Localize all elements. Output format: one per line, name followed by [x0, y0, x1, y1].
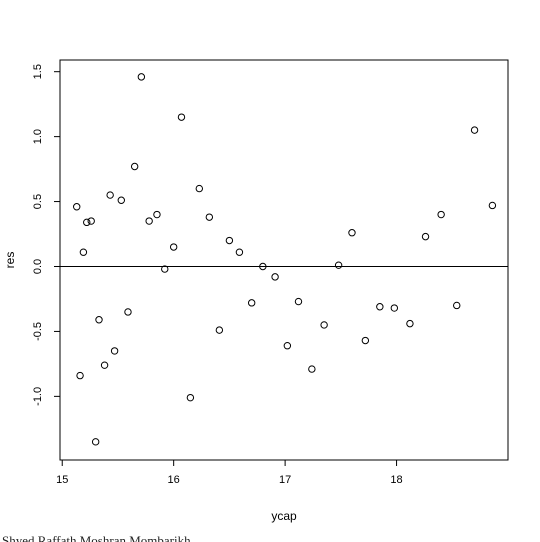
data-point: [124, 308, 132, 316]
data-point: [106, 191, 114, 199]
data-point: [186, 393, 195, 402]
y-tick-label: -0.5: [32, 322, 44, 341]
data-point: [453, 301, 461, 310]
data-point: [195, 184, 204, 193]
data-point: [308, 365, 316, 373]
data-point: [76, 371, 84, 380]
footer-caption: Shyed Raffath Moshran Mombarikh: [2, 534, 191, 542]
data-point: [117, 196, 125, 204]
y-axis-label: res: [3, 252, 17, 269]
data-point: [390, 304, 399, 312]
data-point: [110, 347, 119, 355]
data-point: [79, 248, 88, 256]
y-tick-label: 0.5: [32, 194, 44, 209]
data-point: [247, 299, 256, 307]
data-point: [100, 361, 109, 369]
data-point: [177, 113, 186, 121]
data-point: [169, 243, 178, 251]
x-tick-label: 17: [279, 474, 291, 486]
data-point: [271, 273, 279, 281]
data-point: [334, 261, 343, 269]
data-point: [137, 73, 146, 81]
data-point: [320, 321, 328, 329]
data-point: [406, 319, 414, 328]
data-point: [73, 203, 81, 211]
y-tick-label: -1.0: [32, 387, 44, 406]
y-axis: -1.0 -0.5 0.0 0.5 1.0 1.5: [32, 64, 60, 406]
data-point: [488, 201, 497, 210]
data-point: [91, 438, 100, 446]
data-point: [437, 210, 445, 219]
data-point: [205, 213, 214, 221]
x-tick-label: 15: [56, 474, 68, 486]
data-point: [215, 326, 224, 334]
data-point: [235, 248, 244, 256]
data-point: [348, 229, 356, 237]
data-point: [145, 217, 153, 225]
data-point: [376, 303, 384, 311]
data-point: [95, 316, 103, 324]
data-point: [283, 342, 292, 350]
data-point: [161, 265, 169, 273]
y-tick-label: 1.0: [32, 129, 44, 144]
x-tick-label: 16: [168, 474, 180, 486]
data-point: [153, 210, 161, 219]
data-point: [470, 126, 479, 134]
data-point: [83, 218, 91, 227]
data-point: [259, 262, 267, 271]
data-point: [361, 336, 370, 345]
y-tick-label: 0.0: [32, 259, 44, 274]
data-point: [225, 236, 234, 245]
data-point: [294, 297, 303, 306]
x-tick-label: 18: [390, 474, 402, 486]
y-tick-label: 1.5: [32, 64, 44, 79]
data-point: [130, 162, 139, 171]
x-axis: 15 16 17 18: [56, 460, 403, 486]
data-points: [73, 73, 497, 446]
data-point: [87, 217, 95, 225]
data-point: [421, 232, 430, 241]
x-axis-label: ycap: [271, 509, 297, 523]
plot-frame: [59, 59, 509, 461]
